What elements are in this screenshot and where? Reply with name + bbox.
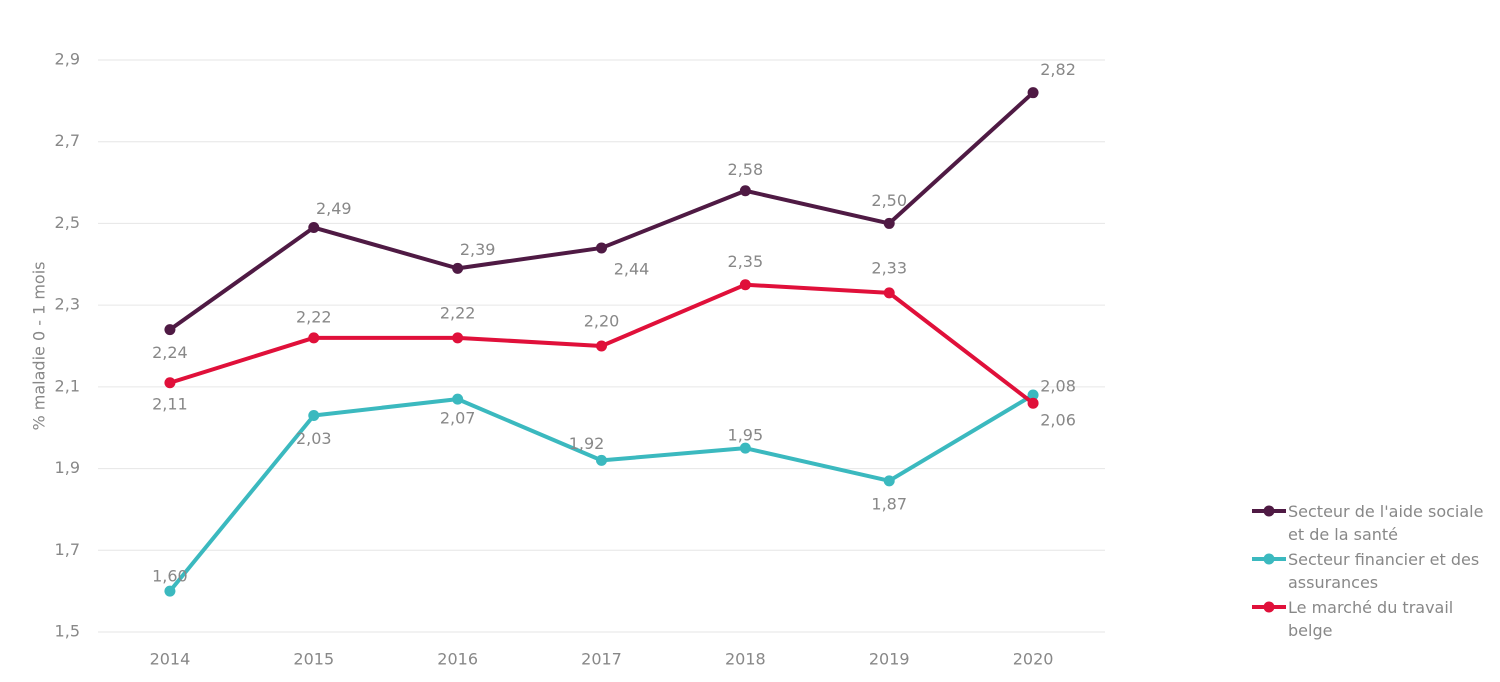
point (164, 324, 176, 336)
data-label: 2,82 (1040, 60, 1076, 79)
x-tick-label: 2018 (725, 650, 766, 669)
point (1027, 87, 1039, 99)
legend-marker (1252, 505, 1286, 517)
point (1027, 389, 1039, 401)
data-label: 2,58 (728, 160, 764, 179)
point (308, 409, 320, 421)
point (308, 222, 320, 234)
legend-label: Secteur financier et des assurances (1288, 550, 1480, 592)
data-label: 2,11 (152, 394, 188, 413)
data-label: 2,08 (1040, 377, 1076, 396)
legend: Secteur de l'aide sociale et de la santé… (1250, 500, 1495, 644)
x-tick-label: 2020 (1013, 650, 1054, 669)
point (739, 185, 751, 197)
data-label: 2,49 (316, 199, 352, 218)
x-tick-label: 2015 (293, 650, 334, 669)
data-label: 1,95 (728, 426, 764, 445)
x-tick-label: 2017 (581, 650, 622, 669)
legend-marker (1252, 601, 1286, 613)
data-label: 2,50 (871, 191, 907, 210)
y-tick-label: 2,3 (55, 295, 80, 314)
legend-item: Le marché du travail belge (1250, 596, 1495, 642)
point (1027, 397, 1039, 409)
y-tick-label: 2,9 (55, 50, 80, 69)
legend-dot (1263, 601, 1275, 613)
legend-item: Secteur de l'aide sociale et de la santé (1250, 500, 1495, 546)
point (452, 393, 464, 405)
series-line (168, 91, 1035, 332)
data-label: 2,44 (614, 259, 650, 278)
series-line (168, 393, 1035, 593)
data-label: 2,06 (1040, 411, 1076, 430)
chart: % maladie 0 - 1 mois 1,5 1,7 1,9 2,1 2,3 2,5 2… (30, 50, 1105, 669)
point (883, 217, 895, 229)
y-tick-label: 2,5 (55, 213, 80, 232)
x-tick-label: 2014 (150, 650, 191, 669)
y-axis-title: % maladie 0 - 1 mois (30, 261, 49, 430)
y-tick-label: 1,7 (55, 540, 80, 559)
legend-dot (1263, 553, 1275, 565)
point (596, 242, 607, 254)
y-tick-label: 2,1 (55, 376, 80, 395)
x-tick-label: 2016 (437, 650, 478, 669)
legend-label: Secteur de l'aide sociale et de la santé (1288, 502, 1484, 544)
data-label: 2,22 (440, 303, 476, 322)
data-label: 2,39 (460, 240, 496, 259)
point (883, 475, 895, 487)
data-label: 2,07 (440, 409, 476, 428)
point (452, 262, 464, 274)
data-label: 1,92 (569, 434, 605, 453)
point (164, 585, 176, 597)
data-label: 2,03 (296, 429, 332, 448)
data-label: 2,24 (152, 343, 188, 362)
point (164, 377, 176, 389)
data-label: 2,33 (871, 258, 907, 277)
y-tick-label: 2,7 (55, 131, 80, 150)
data-label: 2,35 (728, 252, 764, 271)
data-label: 2,22 (296, 307, 332, 326)
point (308, 332, 320, 344)
point (596, 340, 607, 352)
legend-item: Secteur financier et des assurances (1250, 548, 1495, 594)
legend-dot (1263, 505, 1275, 517)
point (883, 287, 895, 299)
data-label: 1,60 (152, 567, 188, 586)
point (452, 332, 464, 344)
point (739, 279, 751, 291)
legend-marker (1252, 553, 1286, 565)
y-tick-label: 1,5 (55, 622, 80, 641)
point (739, 442, 751, 454)
data-label: 2,20 (584, 312, 620, 331)
data-label: 1,87 (871, 494, 907, 513)
x-tick-label: 2019 (869, 650, 910, 669)
legend-label: Le marché du travail belge (1288, 598, 1454, 640)
y-tick-label: 1,9 (55, 458, 80, 477)
point (596, 454, 607, 466)
